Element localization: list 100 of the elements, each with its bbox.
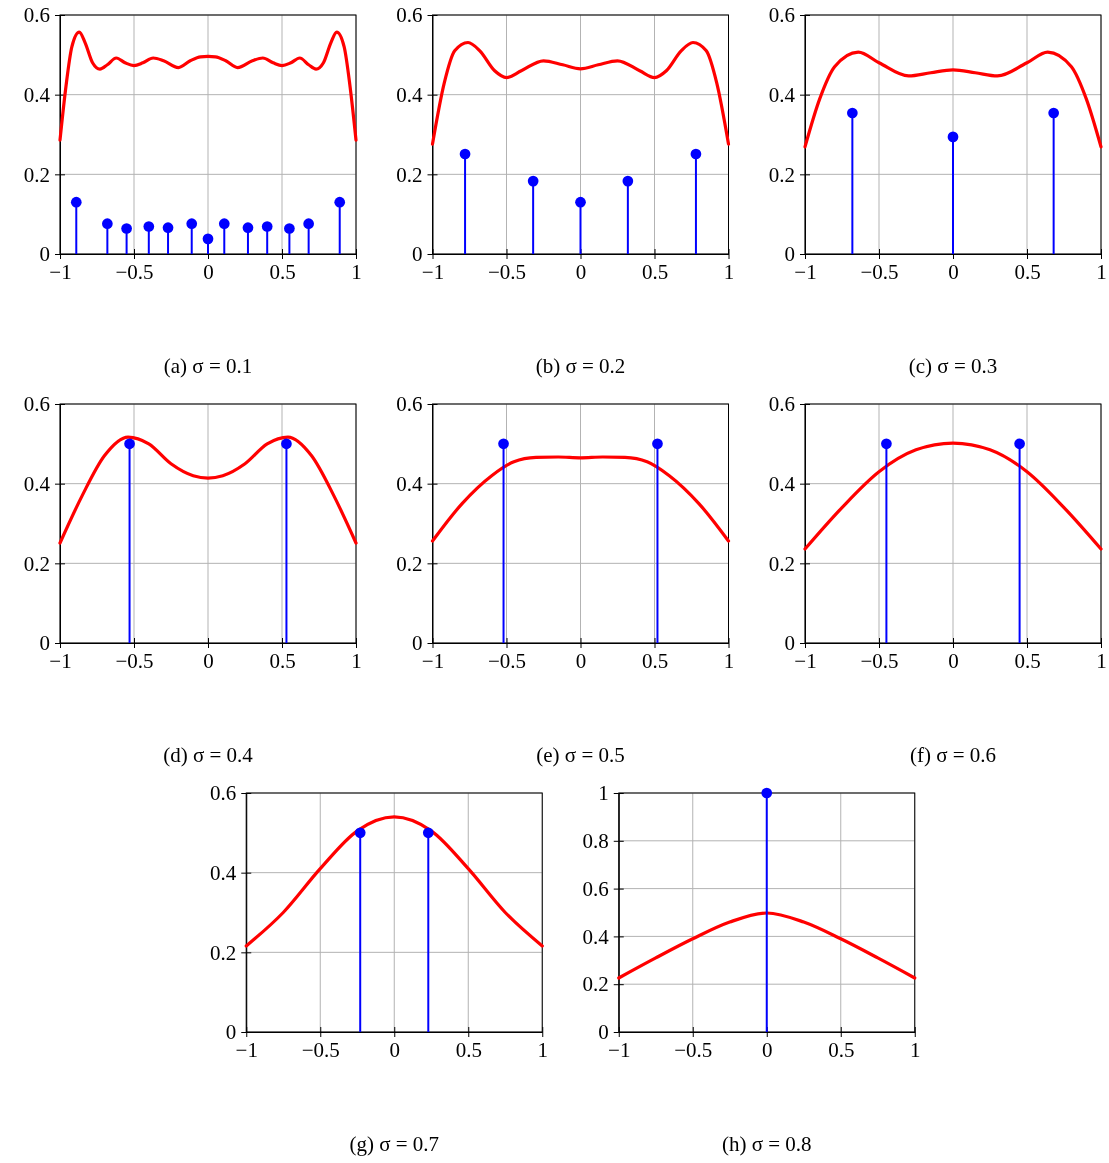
x-tick-label: −0.5 (487, 259, 527, 284)
point (622, 175, 634, 187)
point (242, 222, 254, 234)
point (690, 148, 702, 160)
text: (h) σ = 0.8 (721, 1132, 812, 1156)
y-tick-label: 0.4 (396, 82, 423, 107)
x-tick-label: −1 (49, 259, 72, 284)
text: (f) σ = 0.6 (909, 743, 997, 767)
x-tick-label: 0 (948, 259, 959, 284)
x-tick-label: −0.5 (487, 648, 527, 673)
y-tick-label: 0.2 (768, 162, 795, 187)
y-tick-label: 0.8 (582, 829, 609, 854)
y-tick-label: 0 (784, 242, 795, 267)
y-tick-label: 0.6 (396, 3, 423, 28)
point (261, 221, 273, 232)
x-tick-label: −0.5 (301, 1037, 340, 1062)
line-series (803, 441, 1103, 551)
x-tick-label: 1 (1096, 648, 1107, 673)
y-tick-label: 0 (39, 631, 50, 656)
y-tick-label: 0.2 (396, 551, 423, 576)
y-tick-label: 0.6 (23, 3, 50, 28)
point (303, 218, 314, 230)
y-tick-label: 0.4 (768, 471, 796, 496)
point (459, 148, 471, 160)
y-tick-label: 0.2 (768, 551, 795, 576)
x-tick-label: 0.5 (269, 648, 296, 673)
y-tick-label: 0.2 (210, 940, 237, 965)
text: (b) σ = 0.2 (535, 354, 626, 378)
x-tick-label: −1 (421, 259, 445, 284)
y-tick-label: 0.6 (768, 3, 795, 28)
x-tick-label: 1 (351, 648, 362, 673)
y-tick-label: 0.2 (396, 162, 423, 187)
x-tick-label: 0.5 (828, 1037, 855, 1062)
text: (d) σ = 0.4 (163, 743, 254, 767)
x-tick-label: −0.5 (115, 648, 154, 673)
line-series (244, 815, 544, 948)
y-tick-label: 1 (598, 781, 609, 806)
point (162, 222, 174, 234)
point (527, 175, 539, 187)
point (186, 218, 198, 230)
x-tick-label: −1 (235, 1037, 258, 1062)
y-tick-label: 0.2 (582, 972, 609, 997)
x-tick-label: 0.5 (641, 259, 669, 284)
y-tick-label: 0 (598, 1020, 609, 1045)
point (218, 218, 230, 230)
y-tick-label: 0.4 (582, 924, 610, 949)
x-tick-label: 0.5 (641, 648, 669, 673)
text: (g) σ = 0.7 (349, 1132, 440, 1156)
x-tick-label: 1 (910, 1037, 921, 1062)
point (202, 233, 214, 245)
y-tick-label: 0.6 (23, 392, 50, 417)
y-tick-label: 0.4 (23, 82, 51, 107)
line-series (430, 40, 731, 146)
y-tick-label: 0.4 (210, 860, 237, 885)
y-tick-label: 0 (412, 242, 423, 267)
point (102, 218, 113, 230)
x-tick-label: 0 (948, 648, 959, 673)
y-tick-label: 0.4 (768, 82, 796, 107)
point (575, 196, 586, 208)
point (334, 196, 346, 208)
line-series (58, 30, 358, 142)
text: (a) σ = 0.1 (163, 354, 253, 378)
point (143, 221, 155, 232)
x-tick-label: −1 (421, 648, 445, 673)
x-tick-label: 0.5 (269, 259, 296, 284)
line-series (58, 435, 358, 545)
line-series (803, 50, 1103, 149)
text: (c) σ = 0.3 (908, 354, 998, 378)
y-tick-label: 0.4 (23, 471, 51, 496)
text: (e) σ = 0.5 (536, 743, 625, 767)
x-tick-label: 0.5 (1014, 648, 1041, 673)
y-tick-label: 0.2 (23, 162, 50, 187)
line-series (430, 455, 731, 543)
point (70, 196, 82, 208)
x-tick-label: −0.5 (860, 648, 899, 673)
x-tick-label: −1 (794, 648, 817, 673)
y-tick-label: 0 (412, 631, 423, 656)
x-tick-label: 1 (351, 259, 362, 284)
x-tick-label: 1 (537, 1037, 548, 1062)
y-tick-label: 0 (39, 242, 50, 267)
y-tick-label: 0.4 (396, 471, 423, 496)
y-tick-label: 0.6 (396, 392, 423, 417)
point (121, 223, 132, 234)
x-tick-label: −1 (794, 259, 817, 284)
x-tick-label: −0.5 (860, 259, 899, 284)
x-tick-label: −0.5 (115, 259, 154, 284)
line-series (617, 911, 917, 980)
x-tick-label: 0.5 (455, 1037, 482, 1062)
y-tick-label: 0.6 (768, 392, 795, 417)
x-tick-label: −1 (49, 648, 72, 673)
y-tick-label: 0.6 (582, 876, 609, 901)
point (284, 223, 295, 234)
y-tick-label: 0 (225, 1020, 237, 1045)
x-tick-label: −0.5 (674, 1037, 713, 1062)
x-tick-label: 1 (1096, 259, 1107, 284)
x-tick-label: 1 (723, 259, 735, 284)
y-tick-label: 0.2 (23, 551, 50, 576)
x-tick-label: −1 (608, 1037, 631, 1062)
x-tick-label: 0.5 (1014, 259, 1041, 284)
x-tick-label: 1 (723, 648, 735, 673)
